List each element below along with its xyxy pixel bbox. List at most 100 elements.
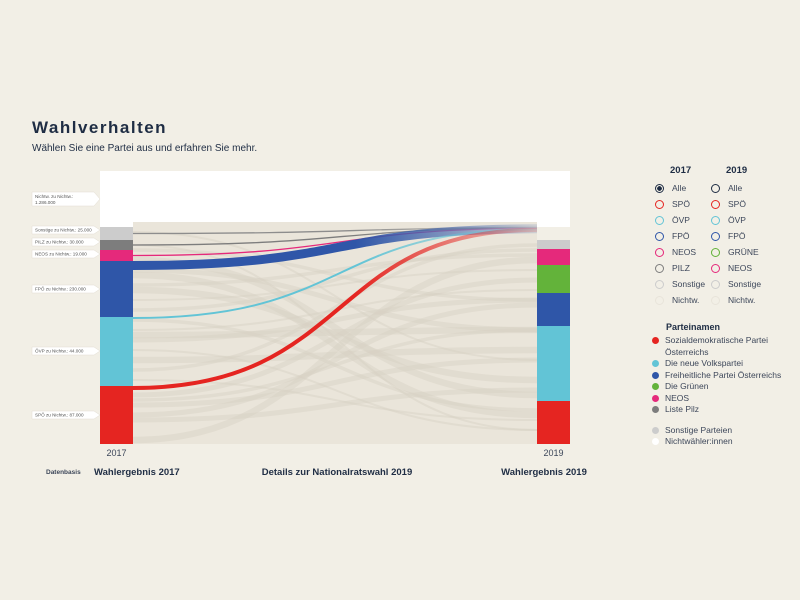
background-flow bbox=[132, 277, 538, 398]
background-flow bbox=[132, 269, 538, 301]
radio-icon[interactable] bbox=[711, 215, 720, 225]
bottom-right-label: Wahlergebnis 2019 bbox=[501, 467, 587, 478]
flow-spo-to-nichtw[interactable] bbox=[132, 227, 538, 390]
party-name-2: Freiheitliche Partei Österreichs bbox=[652, 370, 797, 382]
background-flow bbox=[132, 357, 538, 408]
legend-2019-filter-3[interactable]: FPÖ bbox=[702, 228, 772, 244]
background-flow bbox=[132, 326, 538, 339]
legend-2017-filter-2[interactable]: ÖVP bbox=[646, 212, 716, 228]
radio-icon[interactable] bbox=[711, 231, 720, 241]
legend-2019-filter-1[interactable]: SPÖ bbox=[702, 196, 772, 212]
bar-2019-fpo[interactable] bbox=[537, 293, 570, 326]
bar-2017-sonstige[interactable] bbox=[100, 227, 133, 240]
label-callout-sonstige bbox=[31, 225, 101, 235]
filter-label: NEOS bbox=[672, 247, 697, 257]
legend-2019-filter-5[interactable]: NEOS bbox=[702, 260, 772, 276]
color-dot-icon bbox=[652, 394, 659, 402]
filter-label: SPÖ bbox=[672, 199, 690, 209]
year-2019-label: 2019 bbox=[543, 448, 563, 458]
radio-icon[interactable] bbox=[655, 199, 664, 209]
bar-2017-spo[interactable] bbox=[100, 386, 133, 444]
background-flow bbox=[132, 318, 538, 412]
year-2017-label: 2017 bbox=[106, 448, 126, 458]
bar-2017-pilz[interactable] bbox=[100, 240, 133, 250]
radio-icon[interactable] bbox=[711, 295, 720, 305]
filter-label: Sonstige bbox=[672, 279, 706, 289]
bar-2017-neos[interactable] bbox=[100, 250, 133, 261]
flow-fpo-to-nichtw[interactable] bbox=[132, 224, 538, 270]
label-callout-pilz bbox=[31, 237, 101, 247]
legend-2017-filter-4[interactable]: NEOS bbox=[646, 244, 716, 260]
legend-2019: 2019 Alle SPÖ ÖVP FPÖ GRÜNE NEOS Sonstige Nicht… bbox=[702, 165, 772, 308]
color-dot-icon bbox=[652, 383, 659, 390]
background-flow bbox=[132, 244, 538, 431]
background-flow bbox=[132, 297, 538, 343]
bar-2019-ovp[interactable] bbox=[537, 326, 570, 401]
party-name-label: Die Grünen bbox=[665, 381, 709, 391]
page-subtitle: Wählen Sie eine Partei aus und erfahren … bbox=[32, 143, 258, 154]
party-name-0: Sozialdemokratische Partei Österreichs bbox=[652, 335, 797, 358]
party-names-legend: Parteinamen Sozialdemokratische Partei Ö… bbox=[652, 322, 797, 448]
legend-2019-filter-7[interactable]: Nichtw. bbox=[702, 292, 772, 308]
background-flow bbox=[132, 286, 538, 384]
color-dot-icon bbox=[652, 426, 659, 434]
background-flow bbox=[132, 231, 538, 361]
legend-2019-filter-6[interactable]: Sonstige bbox=[702, 276, 772, 292]
color-dot-icon bbox=[652, 360, 659, 367]
filter-label: Alle bbox=[672, 183, 687, 193]
party-name-3: Die Grünen bbox=[652, 381, 797, 393]
legend-2019-head: 2019 bbox=[726, 165, 748, 176]
radio-icon[interactable] bbox=[711, 279, 720, 289]
label-callout-neos bbox=[31, 249, 101, 259]
label-callout-fpo bbox=[31, 284, 101, 294]
radio-icon[interactable] bbox=[655, 295, 664, 305]
radio-icon[interactable] bbox=[655, 183, 664, 193]
filter-label: FPÖ bbox=[728, 231, 746, 241]
radio-icon[interactable] bbox=[711, 263, 720, 273]
color-dot-icon bbox=[652, 438, 659, 445]
radio-icon[interactable] bbox=[655, 231, 664, 241]
legend-2017: 2017 Alle SPÖ ÖVP FPÖ NEOS PILZ Sonstige Nichtw… bbox=[646, 165, 716, 308]
bar-2019-spo[interactable] bbox=[537, 401, 570, 444]
radio-icon[interactable] bbox=[711, 183, 720, 193]
legend-2017-filter-7[interactable]: Nichtw. bbox=[646, 292, 716, 308]
filter-label: ÖVP bbox=[672, 215, 690, 225]
radio-icon[interactable] bbox=[711, 199, 720, 209]
radio-icon[interactable] bbox=[655, 263, 664, 273]
filter-label: PILZ bbox=[672, 263, 690, 273]
radio-icon[interactable] bbox=[711, 247, 720, 257]
party-name-label: NEOS bbox=[665, 392, 690, 403]
bar-2017-nichtw[interactable] bbox=[100, 171, 133, 227]
datenbasis-link[interactable]: Datenbasis bbox=[46, 469, 81, 476]
legend-2019-filter-0[interactable]: Alle bbox=[702, 180, 772, 196]
label-text-pilz: PILZ zu Nichtw.: 30.000 bbox=[35, 240, 84, 245]
party-name-5: Liste Pilz bbox=[652, 404, 797, 416]
legend-2017-filter-5[interactable]: PILZ bbox=[646, 260, 716, 276]
bar-2019-sonstige[interactable] bbox=[537, 240, 570, 249]
page-title: Wahlverhalten bbox=[32, 118, 168, 137]
radio-icon[interactable] bbox=[655, 215, 664, 225]
radio-icon[interactable] bbox=[655, 279, 664, 289]
bottom-left-label: Wahlergebnis 2017 bbox=[94, 467, 180, 478]
party-name-label: Die neue Volkspartei bbox=[665, 358, 743, 368]
background-flow bbox=[132, 253, 538, 287]
bar-2019-neos[interactable] bbox=[537, 249, 570, 265]
filter-label: FPÖ bbox=[672, 231, 690, 241]
legend-2017-filter-1[interactable]: SPÖ bbox=[646, 196, 716, 212]
label-text-fpo: FPÖ zu Nichtw.: 230.000 bbox=[35, 286, 86, 292]
legend-2019-filter-2[interactable]: ÖVP bbox=[702, 212, 772, 228]
bar-2019-grune[interactable] bbox=[537, 265, 570, 293]
legend-2017-filter-3[interactable]: FPÖ bbox=[646, 228, 716, 244]
sankey-chart: Nichtw. zu Nichtw.:1.286.000 Sonstige zu … bbox=[31, 171, 587, 478]
flow-ovp-to-nichtw[interactable] bbox=[132, 228, 538, 319]
legend-2017-filter-0[interactable]: Alle bbox=[646, 180, 716, 196]
label-text-neos: NEOS zu Nichtw.: 19.000 bbox=[35, 252, 87, 257]
nichtwaehler-area bbox=[100, 171, 570, 227]
radio-icon[interactable] bbox=[655, 247, 664, 257]
bottom-center-label: Details zur Nationalratswahl 2019 bbox=[262, 467, 412, 478]
legend-2019-filter-4[interactable]: GRÜNE bbox=[702, 244, 772, 260]
filter-label: SPÖ bbox=[728, 199, 746, 209]
legend-2017-filter-6[interactable]: Sonstige bbox=[646, 276, 716, 292]
bar-2017-fpo[interactable] bbox=[100, 261, 133, 317]
bar-2017-ovp[interactable] bbox=[100, 317, 133, 386]
